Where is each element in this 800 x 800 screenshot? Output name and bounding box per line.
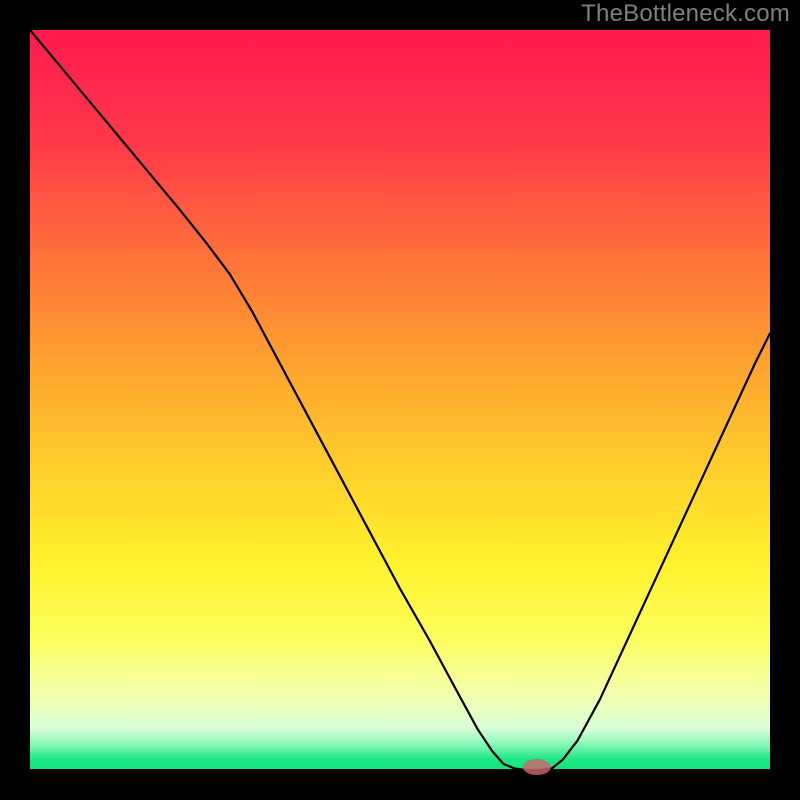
optimum-marker	[523, 759, 551, 775]
chart-container: TheBottleneck.com	[0, 0, 800, 800]
gradient-background	[30, 30, 770, 770]
bottleneck-chart	[0, 0, 800, 800]
plot-group	[30, 30, 770, 775]
